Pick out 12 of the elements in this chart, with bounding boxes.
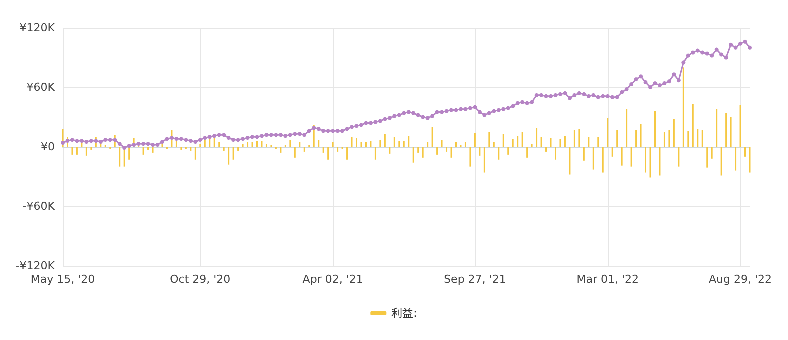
y-tick-label: ¥120K [20, 22, 56, 34]
y-tick-label: -¥120K [16, 260, 56, 272]
y-tick-label: -¥60K [22, 200, 56, 213]
x-tick-label: Mar 01, '22 [576, 273, 639, 286]
legend-label: 利益: [392, 307, 418, 320]
y-tick-label: ¥0 [41, 140, 55, 154]
x-tick-label: Aug 29, '22 [709, 273, 772, 286]
x-tick-label: Apr 02, '21 [302, 273, 364, 286]
x-tick-label: Oct 29, '20 [170, 273, 231, 286]
x-tick-label: May 15, '20 [30, 273, 96, 286]
x-tick-label: Sep 27, '21 [444, 273, 506, 286]
y-tick-label: ¥60K [26, 81, 56, 94]
